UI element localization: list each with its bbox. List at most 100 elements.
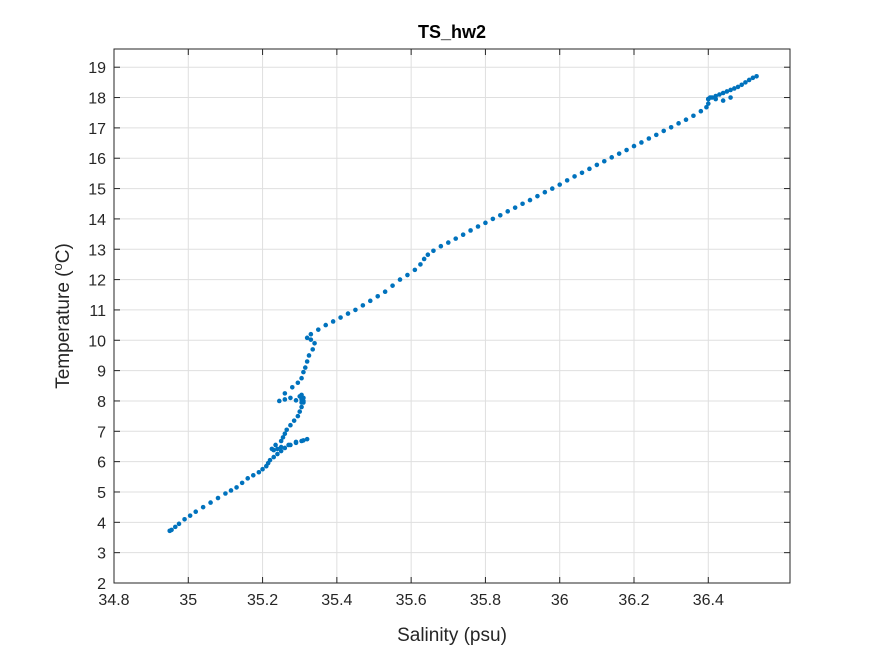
data-point [182, 516, 187, 522]
data-point [256, 469, 262, 475]
data-point [282, 391, 288, 396]
y-tick-label: 14 [88, 212, 106, 229]
data-point [572, 174, 577, 179]
data-point [557, 182, 563, 187]
data-point [520, 201, 525, 207]
data-point [288, 422, 293, 428]
data-point [453, 236, 459, 241]
data-point [295, 413, 301, 419]
data-point [390, 283, 395, 288]
chart-title: TS_hw2 [418, 22, 486, 42]
y-tick-label: 17 [88, 121, 106, 138]
data-point [169, 527, 174, 533]
axes-box [113, 48, 791, 584]
data-point [276, 398, 282, 404]
data-point [746, 77, 752, 83]
data-point [278, 438, 284, 444]
data-point [460, 232, 466, 237]
data-point [208, 500, 213, 505]
y-tick-label: 16 [88, 151, 106, 168]
data-point [661, 128, 667, 134]
data-point [587, 166, 592, 172]
data-point [291, 418, 297, 423]
y-axis-label-superscript: o [50, 263, 65, 270]
data-point [512, 205, 518, 210]
y-tick-label: 10 [88, 333, 106, 350]
data-point [273, 442, 278, 448]
data-point [535, 193, 540, 199]
data-point [728, 95, 733, 100]
data-point [275, 451, 280, 457]
y-tick-label: 4 [97, 515, 106, 532]
data-point [698, 108, 704, 114]
x-tick-label: 35 [179, 592, 197, 609]
data-point [200, 504, 206, 510]
data-point [412, 267, 418, 273]
data-point [735, 84, 741, 90]
y-tick-label: 2 [97, 576, 106, 593]
data-point [624, 147, 629, 153]
x-tick-label: 36 [551, 592, 569, 609]
data-point [468, 228, 473, 233]
data-point [302, 365, 308, 370]
data-point [187, 513, 193, 518]
data-point [271, 454, 277, 460]
x-axis-label: Salinity (psu) [397, 625, 507, 646]
data-point [653, 132, 659, 138]
data-point [295, 380, 301, 386]
data-point [172, 524, 178, 530]
data-point [308, 331, 314, 337]
x-tick-label: 34.8 [98, 592, 129, 609]
data-point [579, 170, 585, 176]
data-point [288, 395, 293, 401]
data-point [527, 197, 533, 203]
data-point [691, 113, 696, 119]
data-point [304, 436, 310, 442]
data-point [245, 476, 251, 481]
data-point [299, 404, 304, 410]
axis-ticks: 34.8 35 35.2 35.4 35.6 35.8 36 36.2 36.4 2 3 4 5 6 7 8 9… [88, 49, 790, 609]
data-point [267, 457, 273, 463]
data-point [215, 495, 221, 501]
data-point [542, 189, 548, 195]
data-point [707, 95, 713, 100]
data-point [293, 439, 299, 445]
y-tick-label: 12 [88, 273, 106, 290]
data-point [375, 293, 381, 299]
data-point [616, 151, 622, 156]
data-point [397, 277, 403, 282]
data-point [304, 359, 310, 364]
data-point [308, 337, 314, 342]
data-point [282, 445, 288, 451]
data-point [382, 289, 388, 295]
data-point [505, 209, 511, 214]
data-point [315, 327, 321, 332]
data-point [549, 186, 555, 191]
data-point [282, 397, 288, 402]
data-point [297, 409, 303, 414]
y-tick-label: 7 [97, 424, 106, 441]
data-point [676, 121, 681, 126]
data-point [338, 315, 343, 320]
data-point [483, 220, 488, 226]
data-point [228, 488, 234, 493]
y-tick-label: 11 [89, 303, 106, 320]
data-point [312, 341, 317, 346]
data-point [743, 80, 748, 85]
data-point [310, 347, 316, 352]
data-point [739, 82, 745, 88]
data-point [345, 311, 351, 316]
data-point [594, 162, 600, 168]
data-point [490, 216, 496, 222]
data-point [278, 444, 284, 450]
data-point [705, 101, 711, 106]
data-point [250, 472, 256, 478]
data-point [724, 89, 730, 94]
data-point [278, 448, 284, 454]
x-tick-label: 35.4 [321, 592, 352, 609]
data-point [668, 124, 674, 130]
data-point [289, 385, 295, 390]
data-point [720, 90, 726, 96]
y-tick-label: 8 [97, 394, 106, 411]
data-point [306, 353, 312, 358]
